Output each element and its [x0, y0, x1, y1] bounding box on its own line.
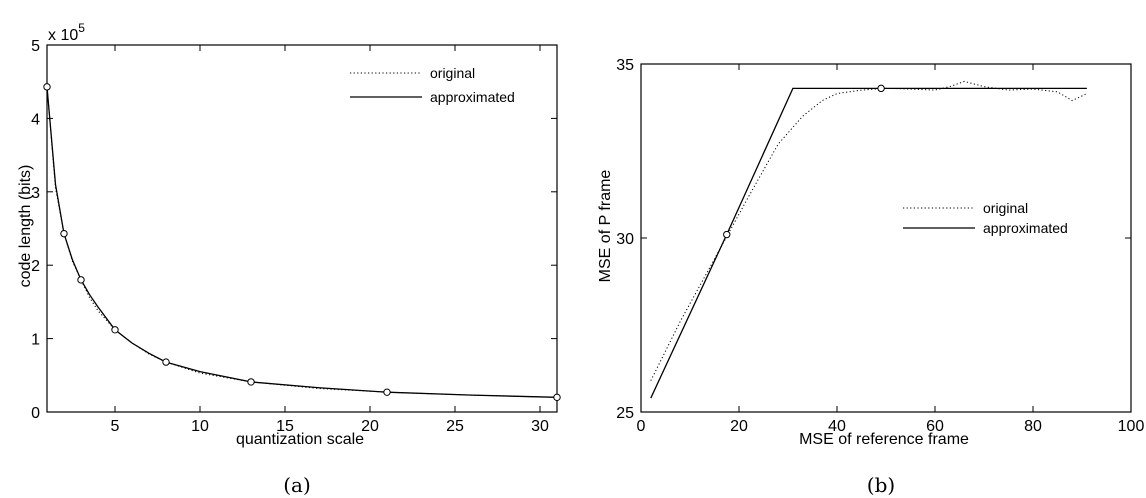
- panel-a-x-tick-label: 5: [111, 418, 120, 435]
- panel-a-legend-label-approximated: approximated: [430, 89, 515, 105]
- panel-b-caption: (b): [867, 473, 895, 497]
- panel-a-marker: [43, 83, 51, 91]
- panel-b-marker: [877, 84, 885, 93]
- panel-a-y-multiplier: x 105: [48, 21, 85, 44]
- panel-a-y-tick-label: 2: [31, 258, 40, 275]
- panel-a-series-original: [46, 86, 558, 398]
- panel-b-x-label: MSE of reference frame: [799, 431, 969, 448]
- panel-b-x-tick-label: 80: [1024, 418, 1042, 435]
- panel-b-chart: 0 20 40 60 80 100 25 30 35 original approximated M…: [597, 57, 1144, 497]
- panel-a-y-tick-label: 5: [31, 38, 40, 55]
- panel-a-caption: (a): [283, 473, 311, 497]
- panel-b-y-tick-label: 30: [616, 231, 634, 248]
- panel-a-marker: [383, 388, 391, 396]
- panel-b-y-label: MSE of P frame: [597, 170, 614, 283]
- panel-a-y-tick-label: 4: [31, 111, 40, 128]
- panel-b-y-tick-label: 35: [616, 57, 634, 74]
- panel-a-y-label: code length (bits): [17, 165, 34, 288]
- panel-a-legend-label-original: original: [430, 65, 475, 81]
- panel-b-legend-label-approximated: approximated: [983, 220, 1068, 236]
- panel-a-y-tick-label: 0: [31, 405, 40, 422]
- panel-a-marker: [60, 229, 68, 238]
- panel-a-series-approximated: [46, 86, 558, 398]
- panel-b-x-tick-label: 0: [637, 418, 646, 435]
- panel-a-marker: [111, 326, 119, 334]
- panel-b-axes-frame: [640, 63, 1132, 413]
- panel-a-x-tick-label: 25: [446, 418, 464, 435]
- panel-b-x-tick-label: 20: [730, 418, 748, 435]
- panel-a-x-tick-label: 10: [191, 418, 209, 435]
- panel-b-x-tick-label: 60: [926, 418, 944, 435]
- panel-a-x-tick-label: 30: [531, 418, 549, 435]
- panel-b-series-approximated: [650, 87, 1087, 399]
- panel-a-chart: 5 10 15 20 25 30 0 1 2 3 4 5 original approximated x …: [17, 21, 561, 497]
- panel-b-y-tick-label: 25: [616, 405, 634, 422]
- panel-b-legend-label-original: original: [983, 200, 1028, 216]
- panel-a-axes-frame: [46, 44, 558, 413]
- panel-a-y-tick-label: 3: [31, 185, 40, 202]
- panel-b-x-tick-label: 40: [828, 418, 846, 435]
- panel-a-x-label: quantization scale: [236, 431, 364, 448]
- panel-a-marker: [77, 276, 85, 284]
- panel-a-marker: [162, 358, 170, 366]
- panel-a-marker: [247, 378, 255, 386]
- panel-b-marker: [723, 230, 731, 239]
- panel-a-x-tick-label: 20: [361, 418, 379, 435]
- panel-a-x-tick-label: 15: [276, 418, 294, 435]
- panel-b-x-tick-label: 100: [1118, 418, 1145, 435]
- panel-a-y-tick-label: 1: [31, 332, 40, 349]
- panel-a-marker: [553, 393, 561, 402]
